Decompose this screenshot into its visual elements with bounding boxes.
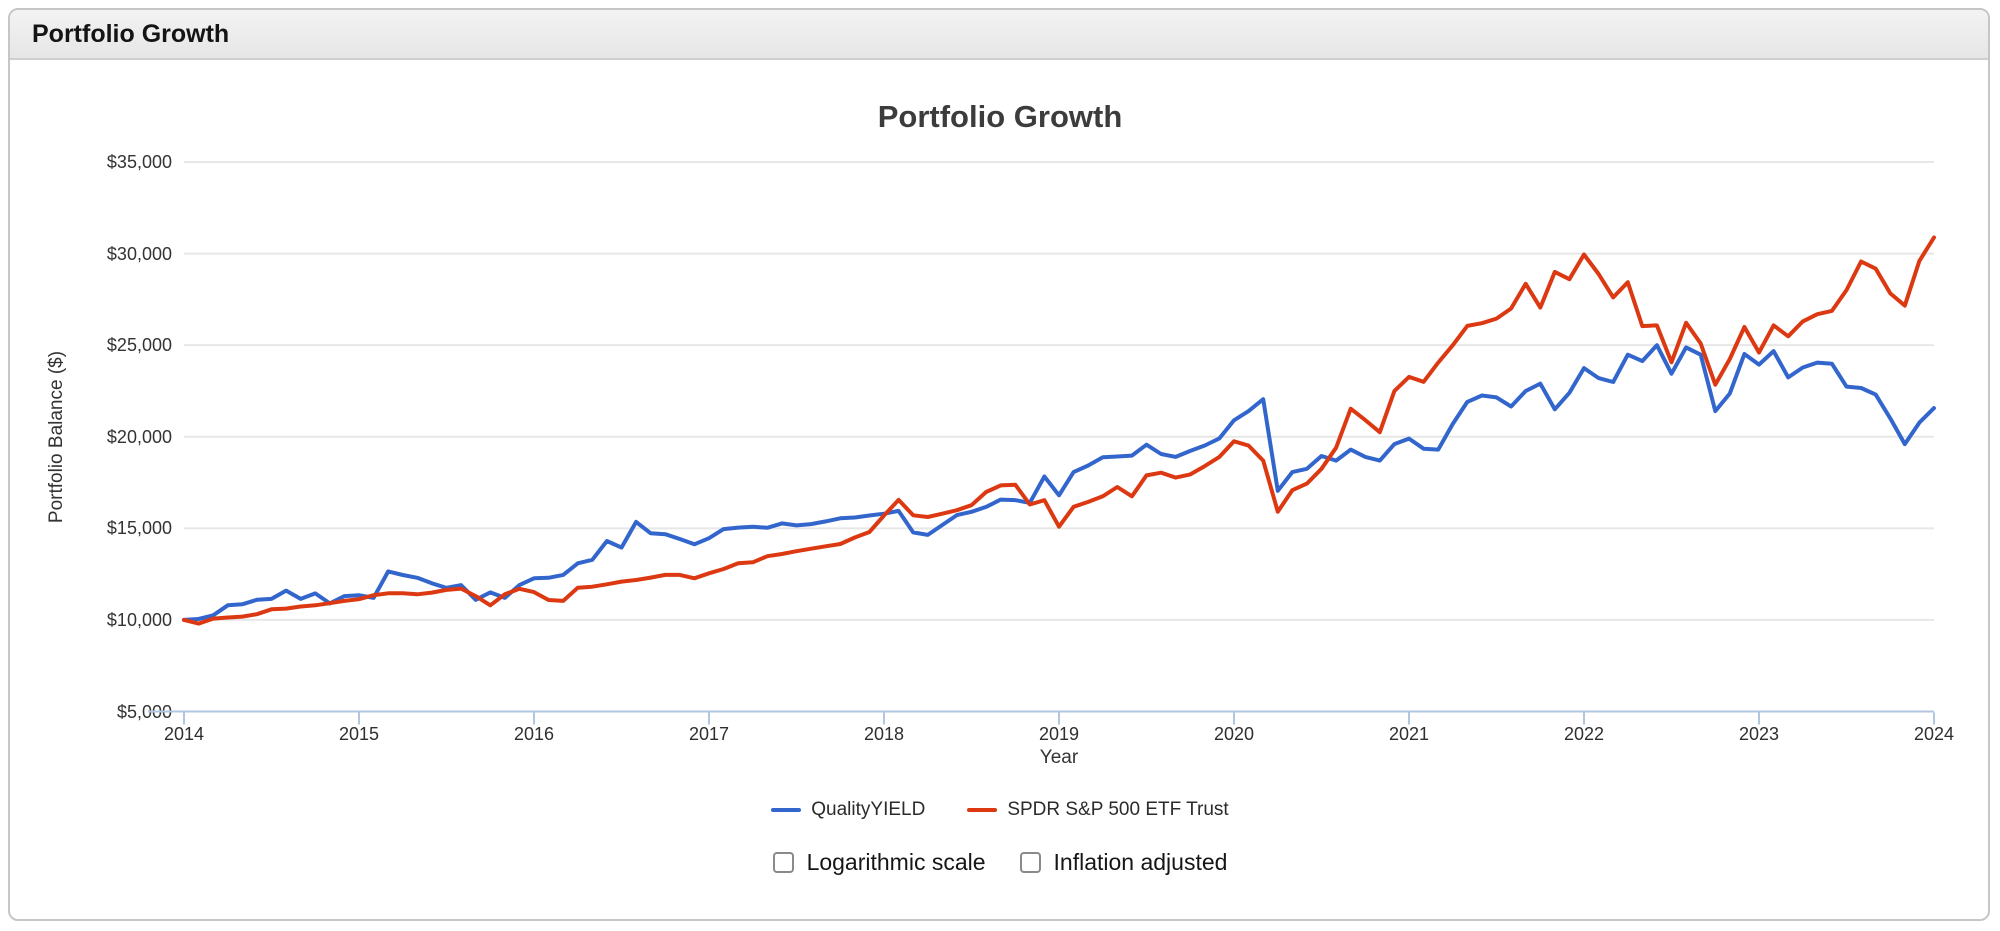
chart-title: Portfolio Growth (877, 99, 1123, 134)
legend-label: SPDR S&P 500 ETF Trust (1007, 799, 1229, 820)
y-tick-label: $25,000 (106, 335, 172, 356)
x-axis-title: Year (1039, 747, 1079, 768)
x-tick-label: 2015 (338, 724, 380, 744)
panel-title: Portfolio Growth (32, 19, 230, 48)
legend-item: SPDR S&P 500 ETF Trust (967, 799, 1229, 821)
legend-item: QualityYIELD (771, 799, 925, 821)
legend-swatch-icon (771, 808, 802, 812)
logarithmic-scale-label: Logarithmic scale (806, 849, 986, 875)
x-tick-label: 2021 (1388, 724, 1430, 744)
y-tick-label: $20,000 (106, 426, 172, 447)
x-tick-label: 2014 (163, 724, 205, 744)
y-tick-label: $15,000 (106, 518, 172, 539)
series-line-qualityyield[interactable] (182, 343, 1936, 622)
x-tick-label: 2023 (1738, 724, 1780, 744)
x-tick-label: 2022 (1563, 724, 1605, 744)
logarithmic-scale-control[interactable]: Logarithmic scale (772, 849, 986, 876)
x-tick-label: 2024 (1913, 724, 1955, 744)
inflation-adjusted-checkbox[interactable] (1019, 852, 1041, 873)
chart-legend: QualityYIELD SPDR S&P 500 ETF Trust (0, 799, 2000, 821)
portfolio-growth-panel: Portfolio Growth (8, 8, 1990, 921)
y-tick-label: $10,000 (106, 609, 172, 630)
inflation-adjusted-label: Inflation adjusted (1053, 849, 1228, 875)
legend-swatch-icon (967, 808, 998, 812)
logarithmic-scale-checkbox[interactable] (772, 852, 794, 873)
x-tick-label: 2017 (688, 724, 730, 744)
series-line-spdr-s-p-500-etf-trust[interactable] (182, 235, 1936, 626)
y-tick-label: $5,000 (116, 701, 172, 722)
y-tick-label: $35,000 (106, 152, 172, 172)
y-tick-label: $30,000 (106, 243, 172, 264)
x-tick-label: 2019 (1038, 724, 1080, 744)
x-tick-label: 2020 (1213, 724, 1255, 744)
inflation-adjusted-control[interactable]: Inflation adjusted (1019, 849, 1228, 876)
legend-label: QualityYIELD (811, 799, 926, 820)
x-tick-label: 2018 (863, 724, 905, 744)
x-tick-label: 2016 (513, 724, 555, 744)
panel-header: Portfolio Growth (10, 10, 1988, 60)
chart-controls: Logarithmic scale Inflation adjusted (0, 849, 2000, 876)
